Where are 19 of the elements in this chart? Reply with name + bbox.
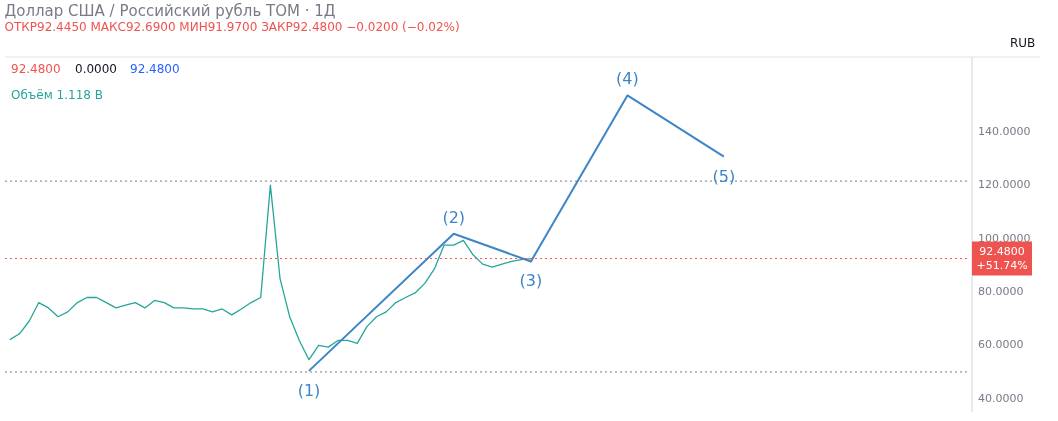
annotation: Объём 1.118 B xyxy=(11,88,103,102)
ref-line-label: 92.4800 +51.74% xyxy=(976,244,1028,272)
y-tick-label: 100.0000 xyxy=(978,231,1031,245)
annotation: (4) xyxy=(616,69,639,89)
annotation: 0.0000 xyxy=(75,62,117,76)
y-tick-label: 40.0000 xyxy=(978,391,1024,405)
y-tick-label: 60.0000 xyxy=(978,338,1024,352)
y-tick-label: 120.0000 xyxy=(978,178,1031,192)
annotation: 92.4800 xyxy=(11,62,61,76)
annotation: (5) xyxy=(712,166,736,186)
y-tick-label: 80.0000 xyxy=(978,284,1024,298)
chart-subtitle: ОТКР92.4450 МАКС92.6900 МИН91.9700 ЗАКР92.4800 −0.0200 (−0.02%) xyxy=(4,20,460,34)
annotation: (3) xyxy=(519,271,543,291)
annotation: (2) xyxy=(442,207,466,227)
annotation: (1) xyxy=(297,380,321,400)
text: RUB xyxy=(1010,36,1036,50)
y-tick-label: 140.0000 xyxy=(978,124,1031,138)
chart-title: Доллар США / Российский рубль TOM · 1Д xyxy=(4,2,336,20)
annotation: 92.4800 xyxy=(130,62,180,76)
